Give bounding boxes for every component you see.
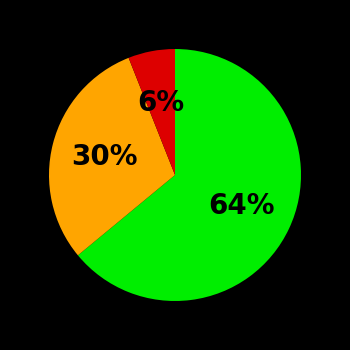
- Wedge shape: [49, 58, 175, 255]
- Text: 30%: 30%: [71, 143, 138, 171]
- Wedge shape: [78, 49, 301, 301]
- Wedge shape: [128, 49, 175, 175]
- Text: 64%: 64%: [208, 192, 274, 220]
- Text: 6%: 6%: [138, 89, 185, 117]
